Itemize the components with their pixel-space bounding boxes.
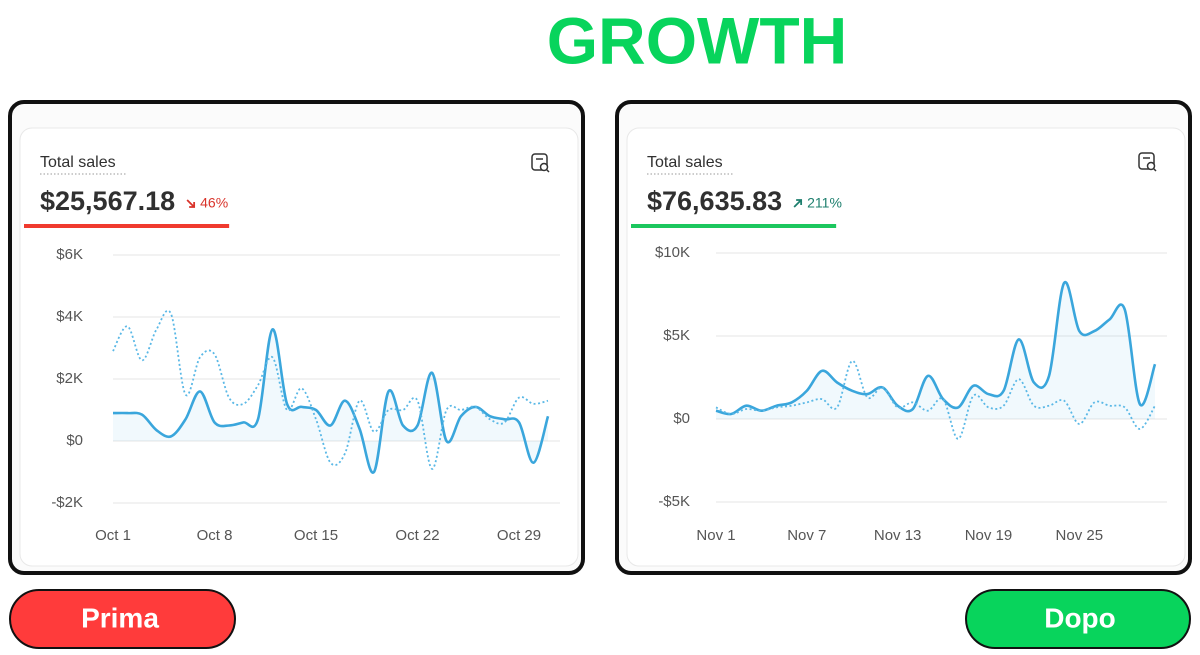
trend-arrow bbox=[186, 199, 196, 208]
card-title: Total sales bbox=[647, 154, 723, 171]
x-tick-label: Nov 19 bbox=[965, 527, 1013, 544]
area-fill bbox=[113, 329, 548, 473]
x-tick-label: Nov 25 bbox=[1056, 527, 1104, 544]
after-label: Dopo bbox=[1044, 602, 1116, 633]
search-icon bbox=[531, 153, 550, 173]
x-tick-label: Oct 8 bbox=[197, 527, 233, 544]
series-line bbox=[112, 328, 550, 474]
accent-underline bbox=[24, 224, 230, 228]
y-tick-label: $10K bbox=[655, 244, 690, 261]
total-value: $25,567.18 bbox=[40, 186, 175, 216]
headline: GROWTH bbox=[547, 3, 848, 77]
card bbox=[626, 127, 1186, 567]
total-value: $76,635.83 bbox=[647, 186, 782, 216]
after-button[interactable] bbox=[965, 589, 1191, 649]
y-tick-label: -$2K bbox=[51, 494, 83, 511]
x-tick-label: Oct 22 bbox=[395, 527, 439, 544]
y-tick-label: $2K bbox=[56, 370, 83, 387]
y-tick-label: $5K bbox=[663, 327, 690, 344]
before-label: Prima bbox=[81, 602, 159, 633]
x-tick-label: Oct 1 bbox=[95, 527, 131, 544]
trend-arrow bbox=[793, 199, 803, 208]
x-tick-label: Nov 7 bbox=[787, 527, 826, 544]
chart: Total sales $25,567.18 46% -$2K $0 $2K $4K $6K O… bbox=[24, 154, 560, 544]
y-tick-label: -$5K bbox=[658, 493, 690, 510]
y-tick-label: $4K bbox=[56, 308, 83, 325]
series-line bbox=[715, 359, 1156, 440]
x-tick-label: Nov 1 bbox=[696, 527, 735, 544]
card bbox=[19, 127, 579, 567]
search-icon bbox=[1138, 152, 1157, 172]
y-tick-label: $0 bbox=[673, 410, 690, 427]
card-title: Total sales bbox=[40, 154, 116, 171]
x-tick-label: Oct 15 bbox=[294, 527, 338, 544]
x-tick-label: Oct 29 bbox=[497, 527, 541, 544]
change-value: 46% bbox=[200, 195, 228, 211]
x-tick-label: Nov 13 bbox=[874, 527, 922, 544]
y-tick-label: $6K bbox=[56, 246, 83, 263]
y-tick-label: $0 bbox=[66, 432, 83, 449]
before-button[interactable] bbox=[9, 589, 236, 649]
accent-underline bbox=[631, 224, 837, 228]
series-line bbox=[715, 280, 1157, 416]
change-value: 211% bbox=[807, 195, 842, 211]
chart: Total sales $76,635.83 211% -$5K $0 $5K $10K No… bbox=[631, 154, 1167, 544]
